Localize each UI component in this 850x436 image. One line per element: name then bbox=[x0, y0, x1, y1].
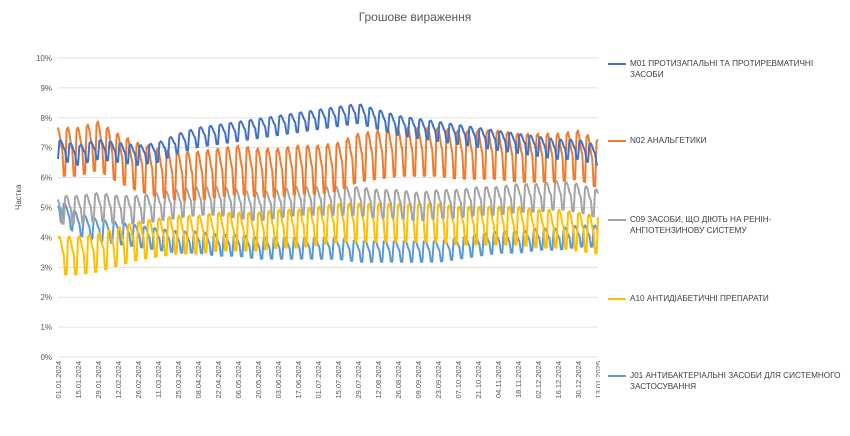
x-tick-label: 08.04.2024 bbox=[194, 361, 203, 399]
x-tick-label: 25.03.2024 bbox=[174, 361, 183, 399]
x-tick-label: 20.05.2024 bbox=[254, 361, 263, 399]
y-tick-label: 8% bbox=[40, 114, 52, 123]
legend-item-c09: C09 ЗАСОБИ, ЩО ДІЮТЬ НА РЕНІН-АНГІОТЕНЗИ… bbox=[608, 214, 844, 236]
x-tick-label: 01.07.2024 bbox=[314, 361, 323, 399]
x-tick-label: 01.01.2024 bbox=[54, 361, 63, 399]
y-tick-label: 10% bbox=[36, 54, 52, 63]
legend-item-n02-block: N02 АНАЛЬГЕТИКИ bbox=[608, 135, 844, 146]
x-tick-label: 29.07.2024 bbox=[354, 361, 363, 399]
x-tick-label: 07.10.2024 bbox=[454, 361, 463, 399]
y-tick-label: 0% bbox=[40, 353, 52, 362]
x-tick-label: 17.06.2024 bbox=[294, 361, 303, 399]
legend-label-a10: A10 АНТИДІАБЕТИЧНІ ПРЕПАРАТИ bbox=[630, 294, 769, 303]
line-chart: 0% 1% 2% 3% 4% 5% 6% 7% 8% 9% 10% 01.01.2024 15.01.2… bbox=[36, 54, 600, 399]
x-tick-label: 11.03.2024 bbox=[154, 361, 163, 398]
series-line-c09 bbox=[57, 180, 599, 225]
x-tick-label: 09.09.2024 bbox=[414, 361, 423, 399]
legend-item-j01: J01 АНТИБАКТЕРІАЛЬНІ ЗАСОБИ ДЛЯ СИСТЕМНО… bbox=[608, 370, 844, 392]
x-tick-label: 16.12.2024 bbox=[554, 361, 563, 399]
legend-item-m01: M01 ПРОТИЗАПАЛЬНІ ТА ПРОТИРЕВМАТИЧНІ ЗАС… bbox=[608, 58, 844, 80]
y-tick-label: 2% bbox=[40, 293, 52, 302]
legend-item-j01-block: J01 АНТИБАКТЕРІАЛЬНІ ЗАСОБИ ДЛЯ СИСТЕМНО… bbox=[608, 370, 844, 392]
x-tick-label: 03.06.2024 bbox=[274, 361, 283, 399]
y-tick-label: 1% bbox=[40, 323, 52, 332]
x-tick-label: 12.02.2024 bbox=[114, 361, 123, 399]
series-line-n02 bbox=[57, 120, 599, 201]
legend-label-m01: M01 ПРОТИЗАПАЛЬНІ ТА ПРОТИРЕВМАТИЧНІ ЗАС… bbox=[630, 59, 814, 79]
legend-swatch-c09 bbox=[608, 219, 626, 221]
x-tick-label: 26.08.2024 bbox=[394, 361, 403, 399]
x-tick-label: 21.10.2024 bbox=[474, 361, 483, 399]
legend-swatch-n02 bbox=[608, 140, 626, 142]
x-tick-label: 15.01.2024 bbox=[74, 361, 83, 399]
y-tick-label: 5% bbox=[40, 204, 52, 213]
legend-label-n02: N02 АНАЛЬГЕТИКИ bbox=[630, 136, 707, 145]
legend-item-n02: N02 АНАЛЬГЕТИКИ bbox=[608, 135, 844, 146]
series-line-a10 bbox=[57, 202, 599, 276]
x-tick-label: 02.12.2024 bbox=[534, 361, 543, 399]
legend-swatch-j01 bbox=[608, 375, 626, 377]
legend-item-c09-block: C09 ЗАСОБИ, ЩО ДІЮТЬ НА РЕНІН-АНГІОТЕНЗИ… bbox=[608, 214, 844, 236]
x-tick-label: 15.07.2024 bbox=[334, 361, 343, 399]
legend: M01 ПРОТИЗАПАЛЬНІ ТА ПРОТИРЕВМАТИЧНІ ЗАС… bbox=[608, 58, 844, 80]
legend-swatch-m01 bbox=[608, 63, 626, 65]
x-tick-label: 13.01.2025 bbox=[594, 361, 600, 399]
chart-title: Грошове вираження bbox=[358, 10, 472, 24]
y-tick-label: 4% bbox=[40, 233, 52, 242]
y-tick-label: 9% bbox=[40, 84, 52, 93]
x-tick-label: 04.11.2024 bbox=[494, 361, 503, 398]
legend-swatch-a10 bbox=[608, 298, 626, 300]
x-tick-label: 29.01.2024 bbox=[94, 361, 103, 399]
y-tick-label: 6% bbox=[40, 174, 52, 183]
series-line-m01 bbox=[57, 103, 599, 166]
y-tick-label: 3% bbox=[40, 263, 52, 272]
x-tick-label: 18.11.2024 bbox=[514, 361, 523, 398]
x-tick-label: 06.05.2024 bbox=[234, 361, 243, 399]
legend-item-a10: A10 АНТИДІАБЕТИЧНІ ПРЕПАРАТИ bbox=[608, 293, 844, 304]
x-tick-label: 26.02.2024 bbox=[134, 361, 143, 399]
legend-label-c09: C09 ЗАСОБИ, ЩО ДІЮТЬ НА РЕНІН-АНГІОТЕНЗИ… bbox=[630, 215, 772, 235]
x-tick-label: 30.12.2024 bbox=[574, 361, 583, 399]
x-tick-label: 12.08.2024 bbox=[374, 361, 383, 399]
legend-item-a10-block: A10 АНТИДІАБЕТИЧНІ ПРЕПАРАТИ bbox=[608, 293, 844, 304]
x-tick-label: 22.04.2024 bbox=[214, 361, 223, 399]
y-tick-label: 7% bbox=[40, 144, 52, 153]
legend-label-j01: J01 АНТИБАКТЕРІАЛЬНІ ЗАСОБИ ДЛЯ СИСТЕМНО… bbox=[630, 371, 841, 391]
x-tick-label: 23.09.2024 bbox=[434, 361, 443, 399]
